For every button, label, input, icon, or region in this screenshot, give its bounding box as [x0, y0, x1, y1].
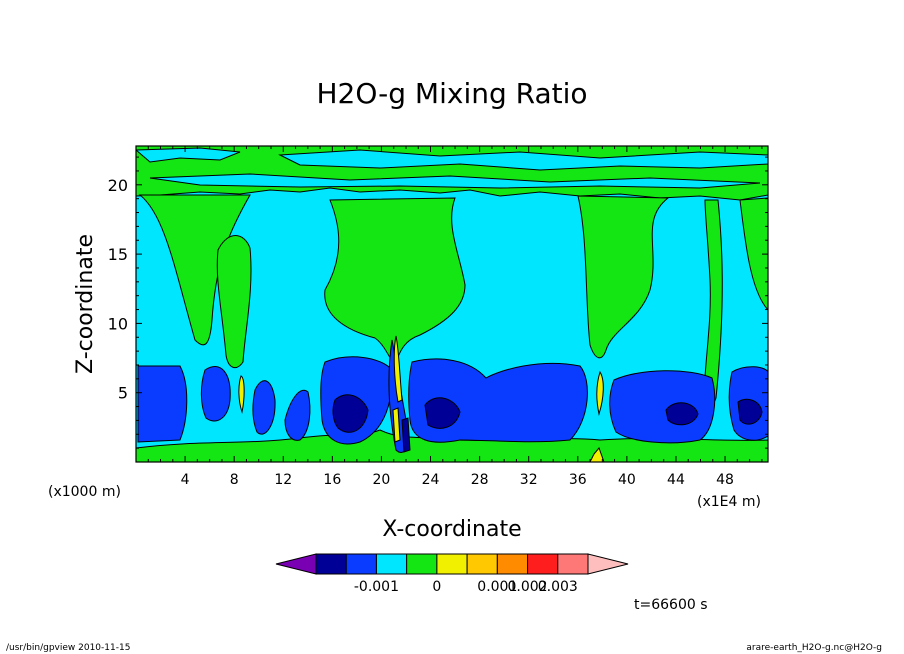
colorbar-tick-label: 0.001: [477, 579, 517, 595]
blue-blob: [137, 365, 188, 443]
chart-title: H2O-g Mixing Ratio: [316, 77, 587, 110]
colorbar-cell: [466, 553, 498, 575]
cyan-streak: [149, 173, 761, 189]
dark-blue-core: [665, 402, 699, 426]
footer-right: arare-earth_H2O-g.nc@H2O-g: [746, 643, 882, 653]
x-unit-left: (x1000 m): [48, 484, 121, 500]
colorbar-cell: [345, 553, 377, 575]
y-tick-label: 10: [108, 314, 128, 333]
y-tick-label: 15: [108, 245, 128, 264]
colorbar-cell: [557, 553, 589, 575]
y-axis-label: Z-coordinate: [73, 234, 98, 374]
colorbar-tick-label: 0.003: [538, 579, 578, 595]
colorbar-cell: [406, 553, 438, 575]
dark-blue-streak: [401, 417, 411, 453]
green-plume: [138, 194, 251, 346]
cyan-streak: [136, 147, 241, 163]
blue-blob: [284, 389, 311, 441]
colorbar-cell: [315, 553, 347, 575]
time-annotation: t=66600 s: [634, 597, 708, 613]
blue-blob: [609, 370, 716, 444]
x-tick-label: 8: [230, 472, 239, 488]
colorbar: [275, 553, 629, 575]
colorbar-low-triangle: [275, 553, 317, 575]
blue-blob: [252, 380, 276, 435]
footer-left: /usr/bin/gpview 2010-11-15: [6, 643, 130, 653]
y-axis: 5 10 15 20: [108, 156, 768, 449]
x-axis-label: X-coordinate: [382, 517, 521, 542]
x-tick-label: 28: [471, 472, 489, 488]
plot-frame: [135, 145, 769, 463]
colorbar-tick-label: 0: [432, 579, 441, 595]
y-tick-label: 5: [118, 384, 128, 403]
x-tick-label: 20: [373, 472, 391, 488]
colorbar-cell: [375, 553, 408, 575]
colorbar-tick-label: -0.001: [354, 579, 399, 595]
yellow-streak: [392, 407, 401, 443]
x-tick-label: 44: [667, 472, 685, 488]
x-tick-label: 16: [323, 472, 341, 488]
colorbar-cell: [436, 553, 468, 575]
x-tick-label: 32: [520, 472, 538, 488]
plot-area: [136, 146, 768, 462]
x-tick-label: 12: [274, 472, 292, 488]
green-plume: [216, 235, 252, 369]
x-unit-right: (x1E4 m): [697, 494, 761, 510]
blue-blob: [200, 366, 231, 422]
colorbar-high-triangle: [587, 553, 629, 575]
x-tick-label: 24: [422, 472, 440, 488]
yellow-lens: [589, 447, 605, 462]
dark-blue-core: [424, 397, 461, 429]
x-tick-label: 36: [569, 472, 587, 488]
x-axis: 4 8 12 16 20 24 28 32 36 40 44 48: [147, 146, 763, 488]
y-tick-label: 20: [108, 176, 128, 195]
cyan-streak: [278, 149, 768, 171]
colorbar-cell: [496, 553, 529, 575]
yellow-lens: [596, 370, 604, 416]
x-tick-label: 40: [618, 472, 636, 488]
colorbar-tick-label: 0.002: [508, 579, 548, 595]
yellow-streak: [393, 335, 403, 403]
yellow-lens: [238, 375, 245, 414]
x-tick-label: 4: [181, 472, 190, 488]
green-plume: [577, 195, 670, 359]
dark-blue-core: [737, 398, 763, 425]
x-tick-label: 48: [716, 472, 734, 488]
dark-blue-core: [332, 394, 369, 433]
colorbar-cell: [527, 553, 559, 575]
